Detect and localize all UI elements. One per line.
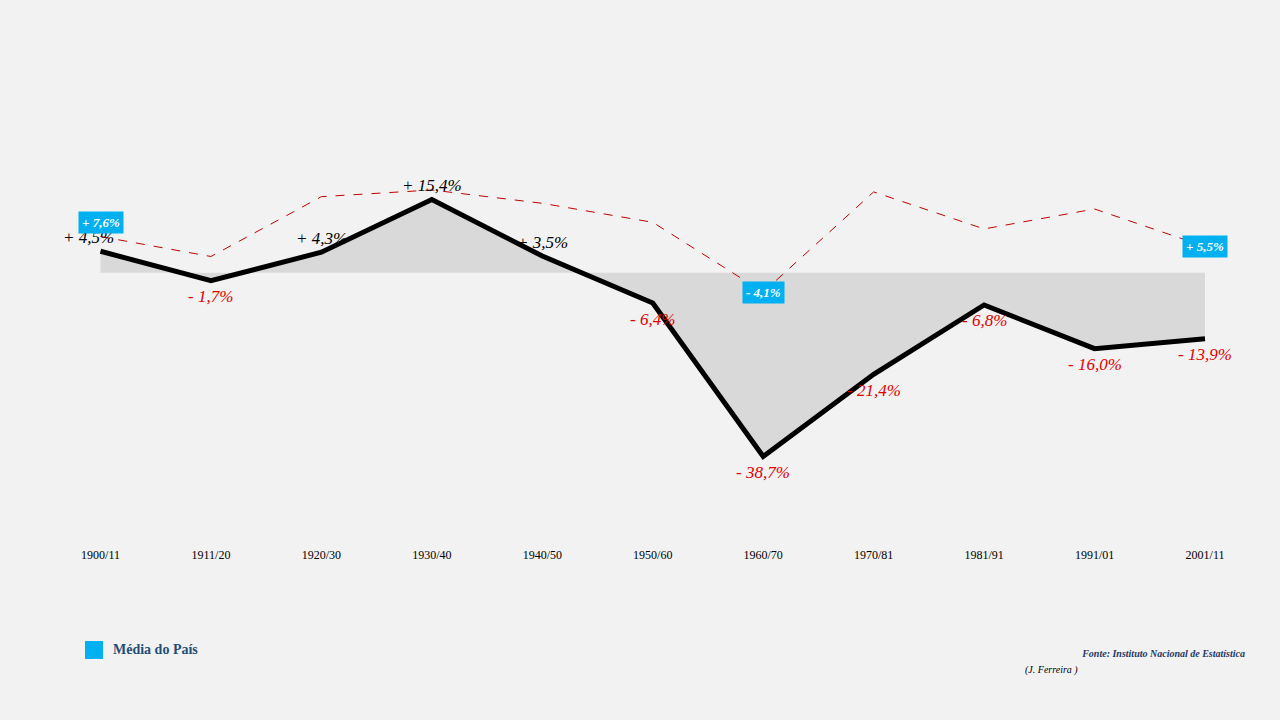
html-text:Taxas de crescimento entre cen: Taxas de crescimento entre censos — [108, 66, 499, 96]
svg-text:1960/70: 1960/70 — [744, 548, 783, 562]
svg-text:+ 15,4%: + 15,4% — [402, 176, 462, 195]
svg-text:- 6,4%: - 6,4% — [630, 310, 675, 329]
svg-text:1940/50: 1940/50 — [523, 548, 562, 562]
svg-text:+ 3,5%: + 3,5% — [517, 233, 568, 252]
svg-text:1970/81: 1970/81 — [854, 548, 893, 562]
html-text:Grupo etário dos 25 aos 64 ano: Grupo etário dos 25 aos 64 anos — [108, 98, 476, 128]
svg-text:1920/30: 1920/30 — [302, 548, 341, 562]
svg-text:- 4,1%: - 4,1% — [746, 285, 781, 300]
svg-text:- 6,8%: - 6,8% — [962, 311, 1007, 330]
svg-text:+ 7,6%: + 7,6% — [82, 215, 120, 230]
html-text:Concelho do Sabugal: Concelho do Sabugal — [108, 22, 424, 61]
html-text:Média do País: Média do País — [113, 642, 198, 657]
svg-text:1981/91: 1981/91 — [964, 548, 1003, 562]
html-text:(J. Ferreira ): (J. Ferreira ) — [1025, 664, 1078, 675]
html-text:Fonte: Instituto Nacional de E: Fonte: Instituto Nacional de Estatística — [1082, 648, 1245, 659]
svg-text:+ 4,3%: + 4,3% — [296, 229, 347, 248]
svg-text:- 38,7%: - 38,7% — [736, 463, 790, 482]
svg-text:1930/40: 1930/40 — [412, 548, 451, 562]
svg-text:2001/11: 2001/11 — [1186, 548, 1225, 562]
svg-text:+ 5,5%: + 5,5% — [1186, 239, 1224, 254]
html-text:1900 - 2011: 1900 - 2011 — [108, 134, 218, 159]
svg-text:1950/60: 1950/60 — [633, 548, 672, 562]
svg-text:+ 4,5%: + 4,5% — [63, 228, 114, 247]
svg-text:- 16,0%: - 16,0% — [1068, 355, 1122, 374]
svg-text:1911/20: 1911/20 — [192, 548, 231, 562]
svg-text:- 21,4%: - 21,4% — [847, 381, 901, 400]
svg-text:- 13,9%: - 13,9% — [1178, 345, 1232, 364]
svg-text:1991/01: 1991/01 — [1075, 548, 1114, 562]
svg-text:- 1,7%: - 1,7% — [188, 287, 233, 306]
svg-text:1900/11: 1900/11 — [81, 548, 120, 562]
